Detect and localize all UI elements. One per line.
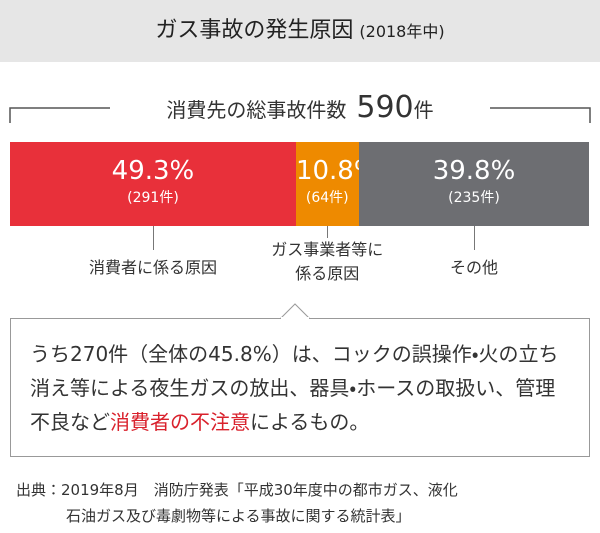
bracket-right	[490, 107, 591, 123]
category-label: その他	[449, 258, 498, 277]
value-label: 10.8%	[295, 156, 359, 186]
count-label: (64件)	[305, 190, 349, 206]
total-label: 消費先の総事故件数	[166, 98, 347, 122]
count-label: (235件)	[448, 190, 500, 206]
source: 石油ガス及び毒劇物等による事故に関する統計表」	[66, 507, 411, 525]
category-label: ガス事業者等に係る原因	[271, 240, 384, 283]
header: ガス事故の発生原因 (2018年中)	[0, 0, 600, 62]
value-label: 49.3%	[111, 156, 195, 186]
note: うち270件（全体の45.8%）は、コックの誤操作・火の立ち消え等による夜生ガス…	[10, 318, 590, 457]
source: 出典：2019年8月 消防庁発表「平成30年度中の都市ガス、液化	[16, 481, 458, 499]
bar-segment: 39.8% (235件)	[358, 142, 590, 226]
value-label: 39.8%	[432, 156, 516, 186]
total-unit: 件	[413, 98, 434, 122]
connector	[327, 226, 329, 238]
connector	[152, 226, 154, 250]
callout-pointer-gap	[281, 317, 309, 320]
note-highlight: 消費者の不注意	[110, 410, 250, 434]
total-value: 590	[356, 90, 414, 125]
note-text: うち270件（全体の45.8%）は、コックの誤操作・火の立ち消え等による夜生ガス…	[30, 342, 559, 434]
bar-segment: 10.8% (64件)	[295, 142, 359, 226]
bracket-left	[9, 107, 110, 123]
total-bracket	[9, 107, 591, 123]
count-label: (291件)	[127, 190, 179, 206]
title: ガス事故の発生原因	[155, 18, 354, 43]
connector	[474, 226, 475, 250]
category-label: 消費者に係る原因	[88, 258, 217, 277]
note-text: によるもの。	[250, 410, 370, 434]
total: 消費先の総事故件数 590件	[0, 86, 600, 132]
subtitle: (2018年中)	[359, 22, 445, 41]
bar-segment: 49.3% (291件)	[10, 142, 296, 226]
